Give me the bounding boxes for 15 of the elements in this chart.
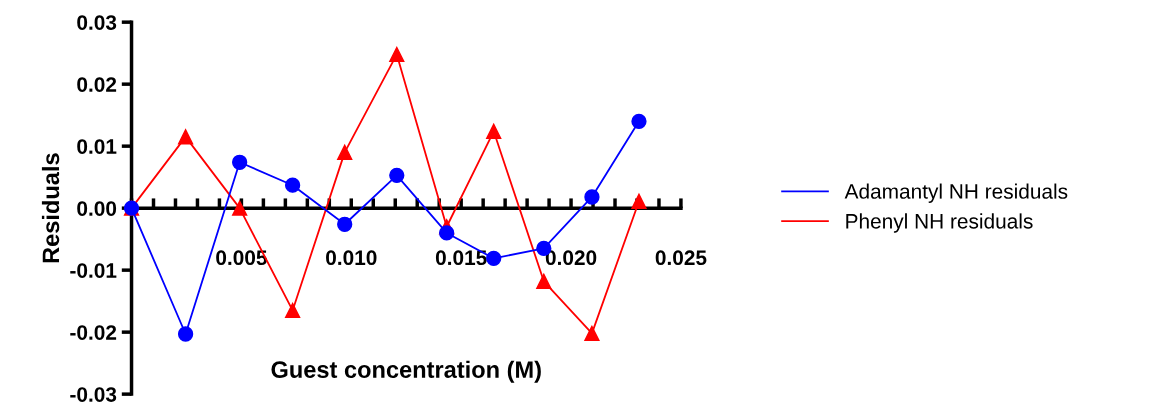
legend-label: Adamantyl NH residuals <box>844 183 1068 203</box>
y-tick-label: -0.03 <box>70 387 117 402</box>
y-axis-title: Residuals <box>41 153 60 263</box>
legend-label: Phenyl NH residuals <box>846 213 1033 233</box>
x-tick-label: 0.020 <box>545 250 597 266</box>
y-tick-label: 0.02 <box>77 77 117 92</box>
y-tick-label: -0.02 <box>70 325 117 340</box>
x-tick-label: 0.010 <box>326 250 377 266</box>
x-tick-label: 0.025 <box>655 250 707 266</box>
y-tick-label: 0.01 <box>77 139 117 154</box>
y-tick-label: 0.00 <box>77 201 117 216</box>
x-axis-title: Guest concentration (M) <box>271 360 541 383</box>
y-tick-label: -0.01 <box>70 263 117 278</box>
y-tick-label: 0.03 <box>77 15 117 30</box>
x-tick-label: 0.015 <box>435 250 487 266</box>
